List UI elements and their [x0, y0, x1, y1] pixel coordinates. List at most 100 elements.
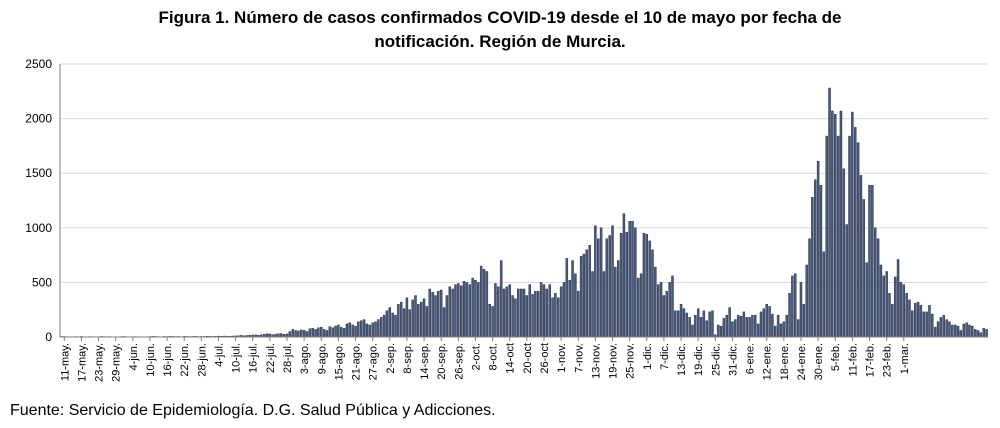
x-tick-label: 6-ene. — [745, 343, 757, 374]
bar — [808, 238, 811, 338]
bar — [419, 301, 423, 338]
bar — [942, 314, 945, 338]
y-tick-label: 500 — [32, 275, 52, 289]
bar — [448, 286, 451, 338]
bar — [588, 245, 591, 338]
bar — [645, 234, 649, 338]
y-tick-label: 0 — [45, 330, 52, 344]
bar — [465, 282, 469, 338]
bar — [402, 308, 406, 338]
bar — [799, 282, 803, 338]
bar — [337, 324, 340, 338]
bar — [731, 321, 734, 338]
y-tick-labels: 0 500 1000 1500 2000 2500 — [25, 57, 52, 344]
bar — [622, 213, 626, 338]
x-tick-label: 3-ago. — [299, 343, 311, 374]
bar — [659, 282, 663, 338]
bar — [517, 288, 520, 338]
bar — [385, 310, 389, 338]
bar — [831, 110, 834, 338]
x-tick-label: 23-may. — [94, 343, 106, 382]
bar — [577, 290, 580, 338]
bar — [936, 321, 940, 338]
x-tick-label: 17-feb. — [865, 343, 877, 377]
bar — [699, 317, 703, 338]
bar — [948, 321, 951, 338]
bar — [502, 288, 506, 338]
bar — [371, 322, 374, 338]
bar — [899, 282, 903, 338]
bar — [631, 221, 634, 338]
bar — [628, 221, 631, 338]
bar — [280, 333, 283, 338]
bar — [976, 330, 980, 338]
x-tick-label: 5-feb. — [830, 343, 842, 371]
bar — [671, 275, 674, 338]
bar — [776, 314, 780, 338]
bar — [951, 324, 954, 338]
bar — [302, 330, 306, 338]
bar — [674, 310, 677, 338]
bar — [642, 233, 646, 338]
x-tick-label: 18-ene. — [779, 343, 791, 380]
bar — [297, 330, 300, 338]
bar — [662, 295, 666, 338]
bar — [851, 111, 854, 338]
bar — [388, 307, 392, 338]
bar — [528, 284, 531, 338]
bar — [696, 308, 700, 338]
bar — [582, 253, 586, 338]
bar — [656, 284, 660, 338]
bar — [539, 282, 543, 338]
bar — [360, 320, 363, 338]
x-tick-label: 27-ago. — [368, 343, 380, 380]
x-tick-label: 29-may. — [111, 343, 123, 382]
bar — [568, 280, 571, 338]
bar — [876, 238, 880, 338]
bar — [300, 329, 303, 338]
bar — [728, 307, 731, 338]
bar — [856, 142, 860, 338]
bar — [736, 314, 740, 338]
x-tick-label: 28-jun. — [196, 343, 208, 377]
bar — [374, 321, 377, 338]
bar — [557, 297, 560, 338]
bar — [534, 290, 537, 338]
bar — [939, 317, 943, 338]
bar — [474, 280, 477, 338]
bar — [565, 258, 569, 338]
bar — [434, 295, 437, 338]
bar — [605, 238, 609, 338]
bar — [885, 271, 888, 338]
bar — [428, 288, 431, 338]
x-tick-label: 13-dic. — [676, 343, 688, 376]
y-tick-label: 2500 — [25, 57, 52, 71]
x-tick-label: 25-nov. — [625, 343, 637, 379]
bar — [768, 306, 771, 338]
bar — [688, 317, 691, 338]
bar — [397, 304, 400, 338]
x-tick-label: 20-sep. — [436, 343, 448, 380]
bar — [734, 319, 737, 338]
bar — [893, 276, 897, 338]
bar — [665, 290, 668, 338]
bars — [60, 87, 988, 338]
bar — [425, 306, 429, 338]
bar — [488, 304, 491, 338]
bar — [382, 314, 386, 338]
x-tick-label: 25-dic. — [710, 343, 722, 376]
x-tick-labels: 11-may. 17-may. 23-may. 29-may. 4-jun. 10-jun… — [59, 343, 910, 382]
bar — [340, 326, 343, 338]
bar — [439, 289, 443, 338]
x-tick-label: 4-jul. — [213, 343, 225, 367]
x-tick-label: 14-sep. — [419, 343, 431, 380]
bar — [708, 311, 711, 338]
x-tick-label: 12-ene. — [762, 343, 774, 380]
bar — [711, 310, 714, 338]
bar — [614, 266, 617, 338]
x-tick-label: 15-ago. — [333, 343, 345, 380]
y-tick-label: 1000 — [25, 221, 52, 235]
bar — [871, 185, 874, 338]
axes — [59, 64, 988, 341]
bar — [431, 292, 434, 338]
